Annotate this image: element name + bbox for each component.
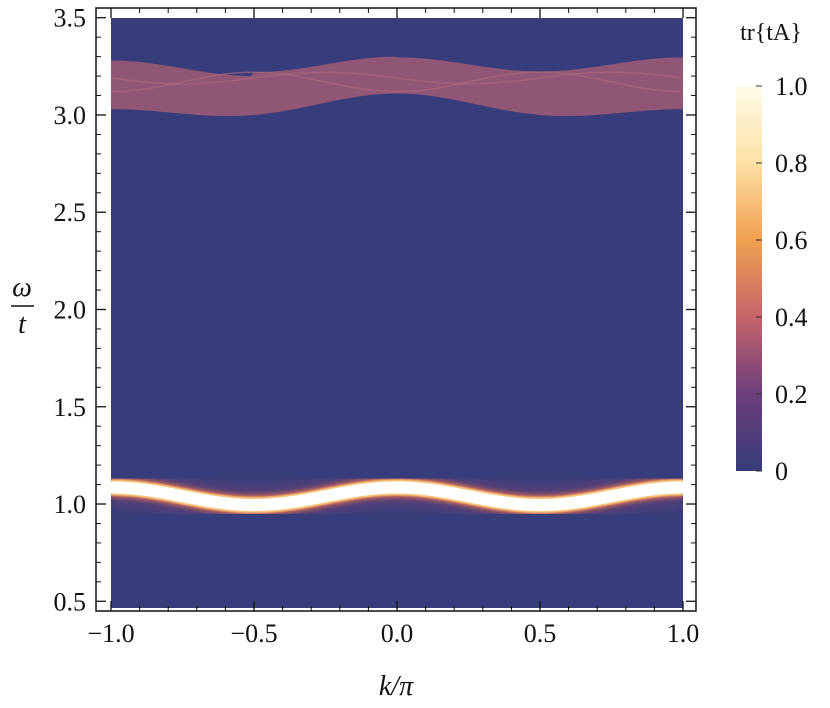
x-tick-label: 1.0: [667, 619, 700, 648]
y-tick-label: 2.5: [54, 198, 87, 227]
y-axis-label-numerator: ω: [12, 272, 32, 303]
colorbar-gradient: [736, 86, 762, 471]
colorbar-tick-label: 0.2: [775, 380, 808, 409]
x-axis-tick-labels: −1.0 −0.5 0.0 0.5 1.0: [87, 619, 699, 648]
y-tick-label: 2.0: [54, 296, 87, 325]
colorbar-tick-label: 1.0: [775, 72, 808, 101]
colorbar-tick-labels: 0 0.2 0.4 0.6 0.8 1.0: [775, 72, 808, 486]
y-tick-label: 3.5: [54, 4, 87, 33]
y-tick-label: 1.5: [54, 393, 87, 422]
y-axis-tick-labels: 0.5 1.0 1.5 2.0 2.5 3.0 3.5: [54, 4, 87, 617]
x-axis-ticks: [110, 8, 684, 611]
y-tick-label: 3.0: [54, 101, 87, 130]
upper-continuum-crossing-line-a: [111, 71, 683, 93]
colorbar-tick-label: 0: [775, 457, 788, 486]
colorbar-ticks: [756, 85, 762, 472]
colorbar-title: tr{tA}: [740, 20, 802, 46]
upper-continuum-band: [111, 56, 683, 117]
colorbar-tick-label: 0.6: [775, 226, 808, 255]
colorbar: tr{tA} 0 0.2 0.4 0.6 0.8 1.0: [736, 20, 808, 486]
colorbar-tick-label: 0.8: [775, 149, 808, 178]
x-tick-label: 0.0: [381, 619, 414, 648]
y-tick-label: 1.0: [54, 490, 87, 519]
y-tick-label: 0.5: [54, 587, 87, 616]
x-axis-label: k/π: [379, 671, 414, 702]
heatmap-area: [111, 18, 683, 608]
x-tick-label: 0.5: [524, 619, 557, 648]
lower-band-core: [111, 481, 683, 511]
upper-continuum-crossing-line-b: [111, 71, 683, 85]
y-axis-ticks: [96, 17, 696, 602]
lower-quasiparticle-band: [111, 467, 683, 525]
y-axis-label-denominator: t: [18, 309, 27, 340]
colorbar-tick-label: 0.4: [775, 303, 808, 332]
x-tick-label: −1.0: [87, 619, 134, 648]
x-tick-label: −0.5: [230, 619, 277, 648]
y-axis-label: ω t: [11, 272, 34, 340]
